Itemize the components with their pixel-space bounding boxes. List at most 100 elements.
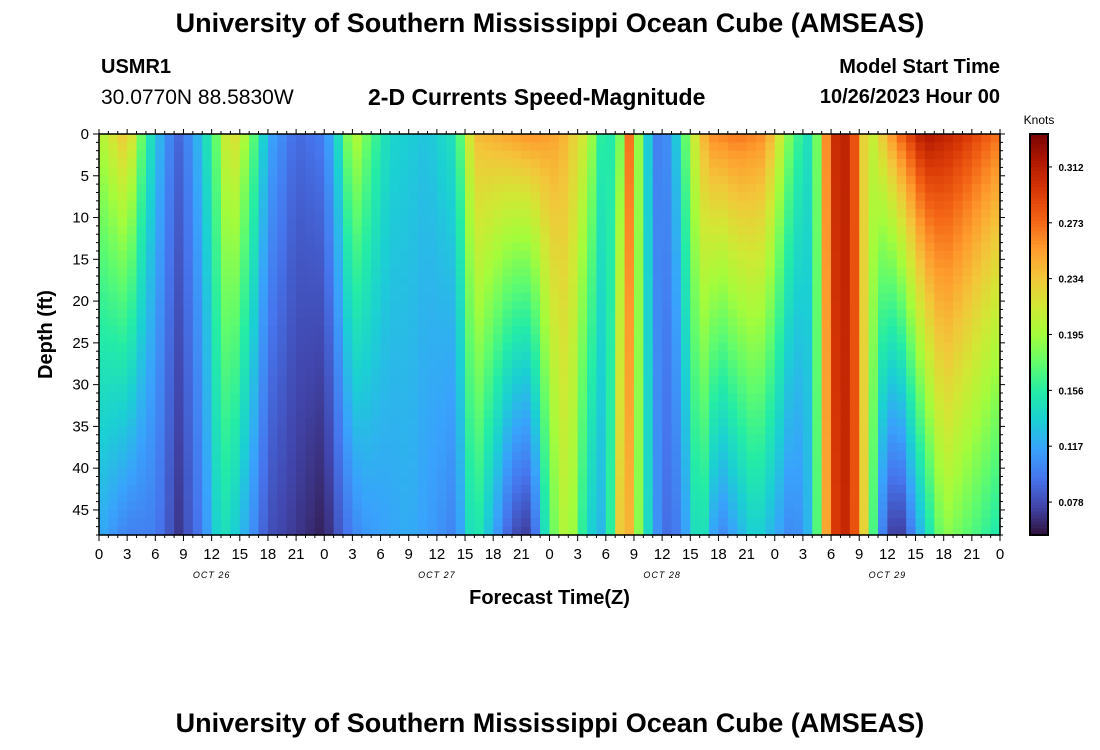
heatmap-cell	[192, 234, 203, 244]
heatmap-cell	[624, 392, 635, 402]
heatmap-cell	[746, 217, 757, 227]
heatmap-cell	[324, 342, 335, 352]
heatmap-cell	[352, 476, 363, 486]
heatmap-cell	[286, 317, 297, 327]
heatmap-cell	[324, 259, 335, 269]
heatmap-cell	[521, 267, 532, 277]
heatmap-cell	[221, 276, 231, 285]
heatmap-cell	[699, 150, 710, 160]
heatmap-cell	[887, 351, 898, 361]
heatmap-cell	[962, 217, 973, 227]
heatmap-cell	[371, 501, 382, 511]
heatmap-cell	[183, 259, 194, 269]
heatmap-cell	[652, 451, 663, 461]
heatmap-cell	[877, 401, 888, 411]
heatmap-cell	[493, 501, 504, 511]
heatmap-cell	[971, 367, 982, 377]
station-coordinates: 30.0770N 88.5830W	[101, 86, 294, 109]
heatmap-cell	[474, 509, 485, 519]
heatmap-cell	[455, 401, 466, 411]
heatmap-cell	[924, 509, 935, 519]
heatmap-cell	[680, 317, 691, 327]
heatmap-cell	[521, 234, 532, 244]
heatmap-cell	[361, 259, 372, 269]
heatmap-cell	[277, 434, 288, 444]
heatmap-cell	[277, 159, 288, 169]
heatmap-cell	[211, 234, 222, 244]
heatmap-cell	[906, 468, 917, 478]
heatmap-cell	[577, 526, 588, 536]
heatmap-cell	[793, 167, 804, 177]
heatmap-cell	[465, 342, 476, 352]
heatmap-cell	[371, 351, 382, 361]
heatmap-cell	[380, 142, 391, 152]
heatmap-cell	[943, 301, 954, 311]
heatmap-cell	[887, 301, 898, 311]
heatmap-cell	[746, 342, 757, 352]
heatmap-cell	[408, 484, 419, 494]
heatmap-cell	[746, 250, 757, 260]
heatmap-cell	[446, 409, 457, 419]
heatmap-cell	[849, 476, 860, 486]
heatmap-cell	[230, 242, 241, 252]
heatmap-cell	[953, 175, 964, 185]
heatmap-cell	[615, 276, 626, 285]
heatmap-cell	[981, 509, 992, 519]
heatmap-cell	[755, 426, 766, 436]
heatmap-cell	[774, 267, 785, 277]
heatmap-cell	[540, 301, 551, 311]
heatmap-cell	[718, 418, 729, 427]
heatmap-cell	[174, 175, 185, 185]
heatmap-cell	[774, 225, 785, 235]
heatmap-cell	[324, 459, 335, 469]
heatmap-cell	[249, 392, 260, 402]
heatmap-cell	[267, 409, 278, 419]
heatmap-cell	[211, 493, 222, 503]
heatmap-cell	[990, 426, 1001, 436]
heatmap-cell	[427, 259, 438, 269]
heatmap-cell	[680, 276, 691, 285]
heatmap-cell	[812, 376, 823, 386]
heatmap-cell	[727, 359, 738, 369]
heatmap-cell	[605, 351, 616, 361]
heatmap-cell	[267, 451, 278, 461]
heatmap-cell	[296, 434, 307, 444]
heatmap-cell	[793, 234, 804, 244]
heatmap-cell	[859, 351, 870, 361]
heatmap-cell	[643, 267, 654, 277]
heatmap-cell	[277, 401, 288, 411]
heatmap-cell	[671, 459, 682, 469]
heatmap-cell	[418, 276, 429, 285]
heatmap-cell	[352, 459, 363, 469]
heatmap-cell	[784, 367, 795, 377]
heatmap-cell	[511, 134, 522, 143]
heatmap-cell	[990, 351, 1001, 361]
heatmap-cell	[802, 259, 813, 269]
heatmap-cell	[202, 443, 213, 453]
heatmap-cell	[136, 493, 147, 503]
heatmap-cell	[587, 493, 598, 503]
heatmap-cell	[840, 142, 851, 152]
heatmap-cell	[831, 301, 842, 311]
heatmap-cell	[924, 326, 935, 336]
heatmap-cell	[436, 242, 447, 252]
heatmap-cell	[577, 217, 588, 227]
heatmap-cell	[239, 167, 250, 177]
heatmap-cell	[962, 484, 973, 494]
heatmap-cell	[624, 317, 635, 327]
heatmap-cell	[230, 184, 241, 194]
heatmap-cell	[680, 476, 691, 486]
heatmap-cell	[746, 150, 757, 160]
heatmap-cell	[784, 209, 795, 219]
heatmap-cell	[699, 267, 710, 277]
heatmap-cell	[558, 159, 569, 169]
heatmap-cell	[671, 476, 682, 486]
heatmap-cell	[727, 451, 738, 461]
heatmap-cell	[258, 167, 269, 177]
heatmap-cell	[680, 167, 691, 177]
heatmap-cell	[136, 217, 147, 227]
heatmap-cell	[202, 509, 213, 519]
heatmap-cell	[605, 418, 616, 427]
heatmap-cell	[436, 309, 447, 319]
heatmap-cell	[296, 443, 307, 453]
